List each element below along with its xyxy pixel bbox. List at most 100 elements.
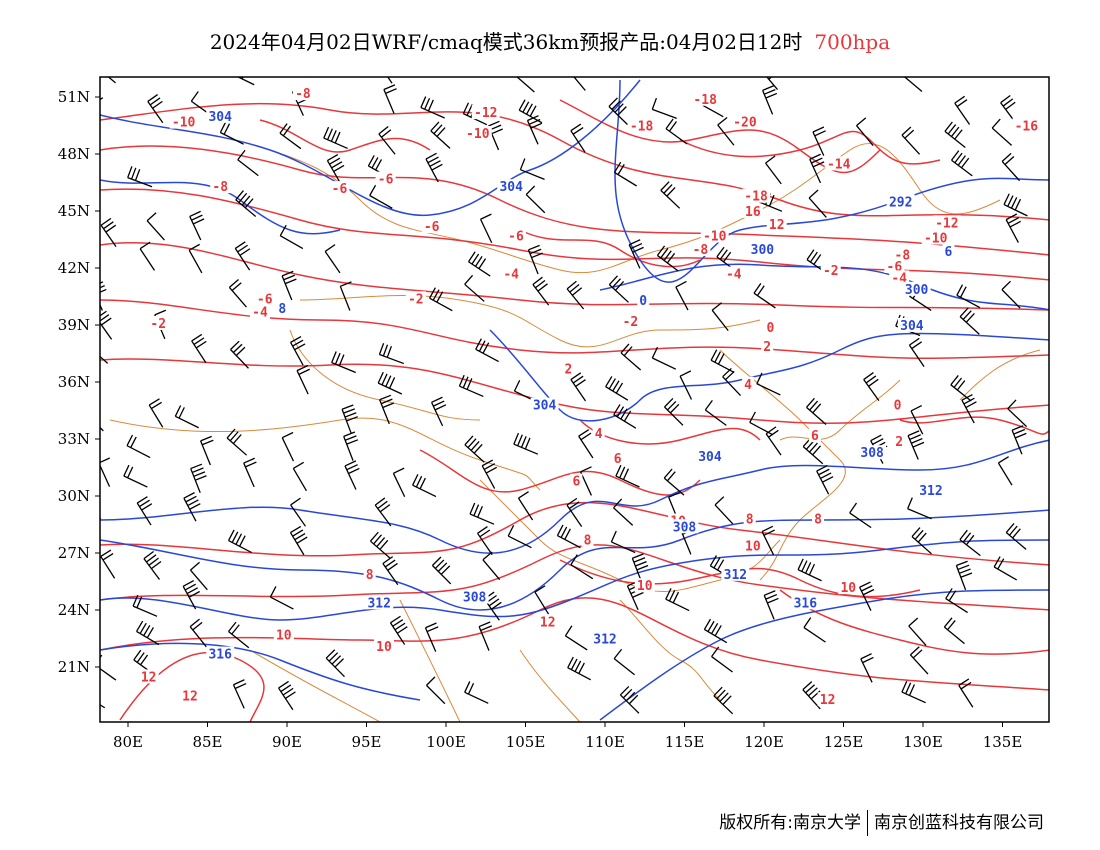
wind-barb <box>148 398 164 428</box>
temperature-label: 12 <box>182 689 198 704</box>
wind-barb <box>183 492 201 522</box>
height-contour <box>100 79 641 217</box>
wind-barb <box>458 374 484 398</box>
temperature-label: 12 <box>820 693 836 708</box>
temperature-label-bg <box>169 114 198 129</box>
lon-tick-label: 80E <box>113 733 143 751</box>
height-label-bg <box>897 317 926 332</box>
wind-barb <box>816 464 834 495</box>
wind-barb <box>675 280 689 311</box>
temperature-label-bg <box>249 304 270 319</box>
wind-barb <box>420 96 445 119</box>
wind-barb <box>341 404 358 434</box>
temperature-label: -4 <box>252 306 268 321</box>
wind-barb <box>613 161 638 187</box>
wind-barb <box>911 527 932 555</box>
height-label-bg <box>497 179 526 194</box>
wind-barbs <box>100 77 1028 715</box>
height-label: 312 <box>367 596 390 611</box>
wind-barb <box>665 118 688 145</box>
wind-barb <box>344 460 360 490</box>
wind-barb <box>475 338 499 363</box>
height-label-bg <box>206 108 235 123</box>
lon-tick-label: 90E <box>272 733 302 751</box>
wind-barb <box>527 244 543 275</box>
temperature-contour <box>579 419 761 445</box>
temperature-label-bg <box>690 241 711 256</box>
lat-tick-label: 45N <box>58 202 90 220</box>
temperature-label-bg <box>743 511 756 526</box>
temperature-label: 2 <box>895 435 903 450</box>
wind-barb <box>570 123 586 153</box>
temperature-label-bg <box>373 639 394 653</box>
wind-barb <box>578 429 594 459</box>
wind-barb <box>532 276 550 306</box>
wind-barb <box>107 77 116 84</box>
temperature-label: -12 <box>935 216 958 231</box>
temperature-label: -18 <box>693 93 717 108</box>
wind-barb <box>188 243 203 274</box>
wind-barb <box>507 525 532 549</box>
copyright-footer: 版权所有:南京大学 南京创蓝科技有限公司 <box>719 808 1044 836</box>
wind-barb <box>525 185 546 214</box>
height-label-bg <box>886 194 915 209</box>
wind-barb <box>517 491 534 521</box>
wind-barb <box>296 364 310 395</box>
wind-barb <box>1001 280 1021 309</box>
temperature-label: 2 <box>565 363 573 378</box>
temperature-label-bg <box>620 314 641 329</box>
wind-barb <box>997 456 1013 486</box>
temperature-label-bg <box>562 361 575 376</box>
lat-tick-label: 27N <box>58 544 90 562</box>
wind-barb <box>958 678 974 708</box>
wind-barb <box>651 97 677 119</box>
wind-barb <box>136 496 153 526</box>
temperature-label-bg <box>742 203 763 218</box>
wind-barb <box>710 349 735 374</box>
height-contour <box>614 79 1049 283</box>
wind-barb <box>228 621 250 649</box>
wind-barb <box>613 404 637 429</box>
wind-barb <box>464 435 485 463</box>
wind-barb <box>100 355 109 364</box>
boundary-line <box>959 349 1041 401</box>
height-label: 300 <box>905 283 929 298</box>
height-label-bg <box>530 397 559 412</box>
height-label: 308 <box>673 520 697 535</box>
temperature-label: 12 <box>567 724 583 739</box>
boundary-line <box>519 649 581 722</box>
temperature-label: -20 <box>733 116 757 131</box>
wind-barb <box>139 241 156 271</box>
wind-barb <box>392 467 406 498</box>
temperature-contour <box>100 145 1049 256</box>
wind-barb <box>237 149 259 177</box>
wind-barb <box>174 405 199 429</box>
wind-barb <box>753 282 776 309</box>
wind-barb <box>656 245 679 272</box>
height-label-bg <box>206 646 235 661</box>
wind-barb <box>910 404 924 435</box>
wind-barb <box>907 430 925 460</box>
wind-barb <box>425 152 443 183</box>
wind-barb <box>269 586 294 610</box>
lon-tick-label: 125E <box>824 733 864 751</box>
temperature-contour <box>259 119 431 153</box>
wind-barb <box>762 85 778 115</box>
height-label-bg <box>902 281 931 296</box>
wind-barb <box>908 337 925 367</box>
lon-tick-label: 105E <box>506 733 546 751</box>
wind-barb <box>566 280 585 310</box>
wind-barb <box>1003 193 1028 217</box>
temperature-label: -14 <box>827 157 851 172</box>
lat-tick-label: 51N <box>58 88 90 106</box>
height-contour <box>100 439 1049 554</box>
height-label-bg <box>695 449 724 463</box>
height-contour <box>100 539 1049 621</box>
boundary-line <box>109 417 541 491</box>
temperature-label-bg <box>808 428 821 443</box>
wind-barb <box>146 212 165 241</box>
temperature-label-bg <box>824 156 853 171</box>
wind-barb <box>803 617 826 643</box>
wind-barb <box>704 399 727 426</box>
wind-barb <box>331 351 356 374</box>
